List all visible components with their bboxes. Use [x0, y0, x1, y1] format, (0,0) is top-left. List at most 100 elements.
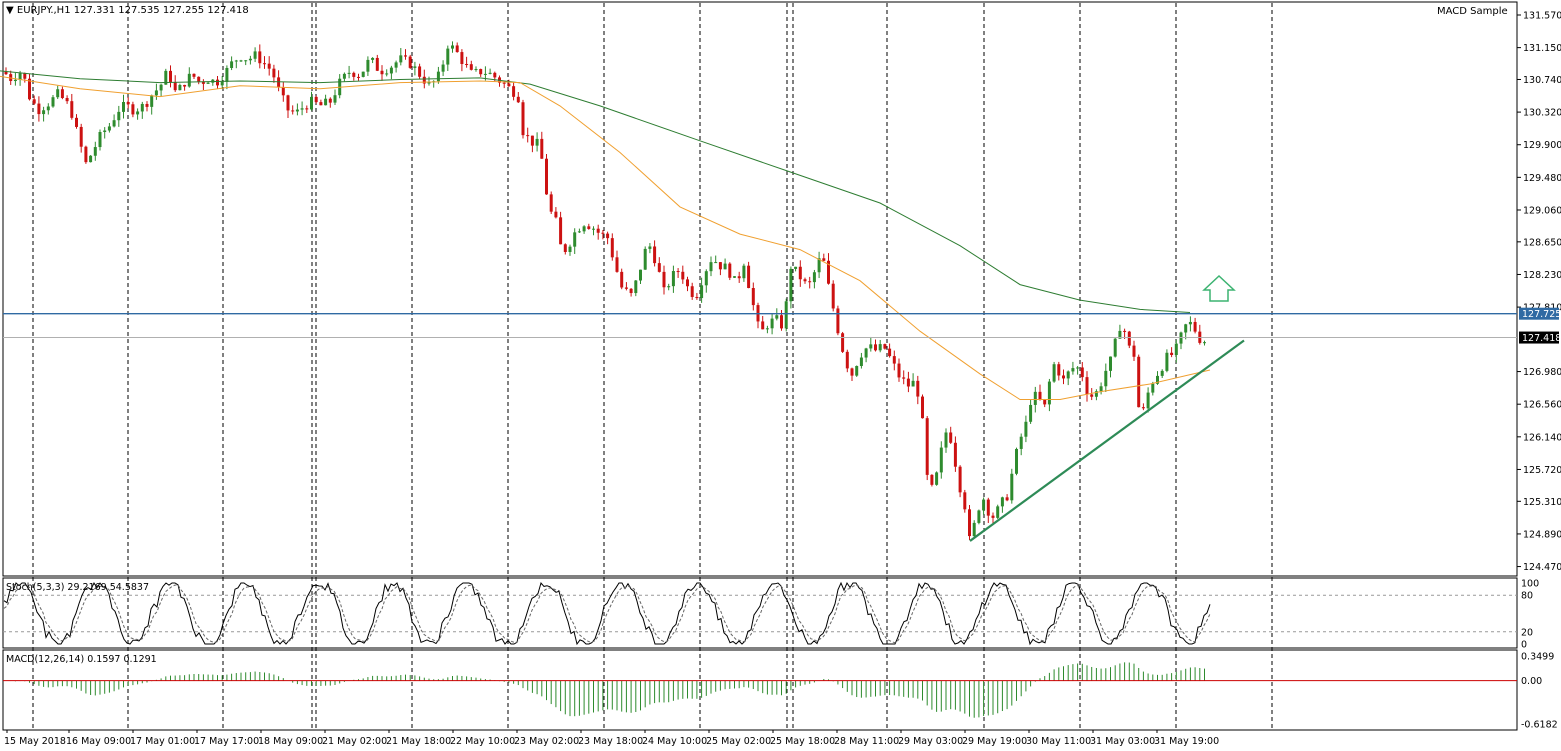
candle [728, 262, 732, 281]
candle [935, 471, 939, 486]
candle [516, 92, 520, 104]
price-tick-label: 124.470 [1523, 562, 1561, 573]
candle [178, 83, 182, 91]
candle [488, 68, 492, 75]
candle [1080, 362, 1084, 382]
candle [32, 95, 36, 105]
candle [1137, 354, 1141, 408]
macd-axis: 0.3499 0.00 -0.6182 [1521, 652, 1558, 731]
stoch-level-label: 20 [1521, 627, 1533, 638]
dropdown-triangle-icon[interactable]: ▼ [6, 5, 14, 16]
candle [460, 49, 464, 72]
candle [197, 76, 201, 85]
candle [18, 70, 22, 86]
candle [601, 229, 605, 240]
candle [784, 298, 788, 332]
candle [258, 44, 262, 69]
candle [70, 93, 74, 120]
time-tick-label: 23 May 02:00 [514, 736, 579, 747]
price-tick-label: 128.230 [1523, 270, 1561, 281]
macd-axis-label: 0.00 [1521, 676, 1542, 687]
candle [1188, 316, 1192, 332]
candle [676, 268, 680, 278]
candle [1174, 339, 1178, 363]
candle [1066, 370, 1070, 386]
candle [1132, 340, 1136, 361]
candle [949, 426, 953, 445]
candle [718, 261, 722, 276]
candle [559, 211, 563, 245]
candle [686, 276, 689, 292]
ohlc-values: 127.331 127.535 127.255 127.418 [73, 5, 249, 16]
candle [385, 69, 389, 77]
candle [958, 465, 962, 498]
candle [366, 56, 370, 76]
time-tick-label: 21 May 02:00 [322, 736, 387, 747]
candle [357, 73, 360, 81]
candle [624, 282, 628, 291]
candle [441, 60, 445, 77]
candle [836, 305, 840, 336]
candle [1043, 398, 1047, 408]
candle [1076, 366, 1080, 375]
candle [545, 153, 548, 195]
candle [131, 101, 135, 118]
stoch-level-label: 100 [1521, 579, 1539, 590]
candle [714, 255, 718, 264]
candle [418, 63, 422, 80]
candle [737, 271, 741, 283]
candle [1099, 382, 1103, 395]
candle [1071, 361, 1075, 375]
stoch-main-line [3, 581, 1211, 646]
candle [610, 233, 614, 261]
resistance-badge: 127.725 [1519, 307, 1561, 320]
candle [704, 269, 708, 293]
candle [507, 79, 511, 87]
candle [1038, 384, 1042, 401]
candle [75, 114, 78, 129]
candle [859, 352, 863, 369]
candle [582, 225, 586, 234]
candle [1104, 363, 1108, 392]
candle [272, 64, 276, 83]
candle [549, 191, 553, 214]
price-tick-label: 124.890 [1523, 529, 1561, 540]
candles [4, 41, 1206, 541]
stoch-pane[interactable] [2, 577, 1518, 649]
candle [267, 56, 271, 76]
candle [408, 54, 412, 69]
candle [117, 105, 121, 127]
candle [911, 373, 915, 387]
candle [230, 56, 234, 71]
candle [639, 269, 642, 285]
candle [451, 41, 454, 53]
stoch-level-label: 0 [1521, 640, 1527, 651]
candle [761, 315, 765, 330]
candle [1127, 330, 1131, 349]
candle [1019, 433, 1023, 456]
candle [526, 127, 530, 143]
candle [253, 47, 257, 63]
time-tick-label: 31 May 19:00 [1154, 736, 1219, 747]
price-pane[interactable] [2, 1, 1518, 577]
candle [747, 261, 751, 289]
time-tick-label: 25 May 02:00 [706, 736, 771, 747]
candle [352, 71, 356, 81]
candle [897, 358, 901, 382]
candle [1118, 324, 1122, 339]
macd-pane[interactable] [2, 649, 1518, 731]
candle [324, 94, 328, 106]
time-tick-label: 22 May 10:00 [450, 736, 515, 747]
candle [606, 231, 610, 245]
time-tick-label: 28 May 11:00 [834, 736, 899, 747]
candle [23, 72, 27, 83]
candle [98, 129, 102, 151]
candle [972, 520, 976, 539]
candle [733, 276, 736, 278]
up-arrow-icon [1202, 274, 1236, 302]
candle [662, 265, 666, 295]
candle [1052, 361, 1056, 383]
candle [817, 251, 821, 279]
candle [394, 60, 398, 73]
